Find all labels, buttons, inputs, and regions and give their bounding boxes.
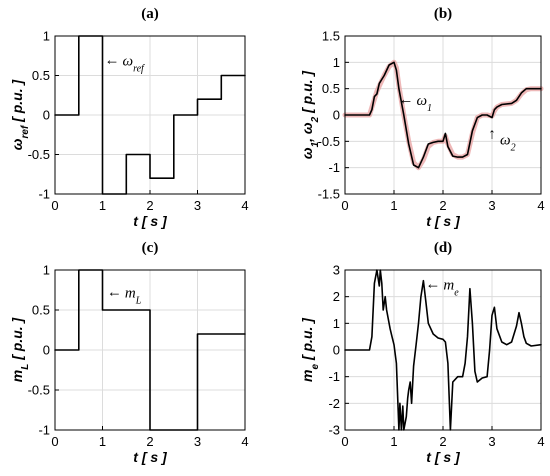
y-tick-label: 2 <box>333 289 340 304</box>
series-line-1 <box>344 61 542 169</box>
y-tick-label: 0 <box>43 343 50 358</box>
x-axis-label: t [ s ] <box>133 449 168 465</box>
x-tick-label: 0 <box>51 198 58 213</box>
y-axis-label: ωref [ p.u. ] <box>9 78 31 150</box>
y-tick-label: -3 <box>328 423 340 438</box>
x-tick-label: 0 <box>51 434 58 449</box>
y-tick-label: 1.5 <box>322 29 340 44</box>
chart-panel-c: (c) 0 1 2 3 4 -1 -0.5 0 0.5 1 t [ s ] mL [ p.u. ] ← mL <box>9 240 249 465</box>
y-axis-label: mL [ p.u. ] <box>9 316 31 382</box>
annotation-arrow: ← <box>105 53 120 69</box>
x-tick-label: 1 <box>390 434 397 449</box>
x-tick-label: 3 <box>488 198 495 213</box>
y-tick-label: 1 <box>333 55 340 70</box>
y-tick-label: -0.5 <box>28 383 50 398</box>
annotation-label: ω1 <box>416 93 432 114</box>
y-tick-label: 0 <box>333 343 340 358</box>
x-tick-label: 4 <box>241 198 248 213</box>
y-tick-label: -2 <box>328 396 340 411</box>
chart-panel-d: (d) 0 1 2 3 4 -3 -2 -1 0 1 2 3 t [ s ] me [ p.u. ] ← me <box>299 240 545 465</box>
y-tick-label: 0 <box>43 108 50 123</box>
x-tick-label: 0 <box>341 434 348 449</box>
x-tick-label: 4 <box>241 434 248 449</box>
y-tick-label: -1 <box>328 369 340 384</box>
annotation-label: me <box>443 277 459 298</box>
panel-label: (b) <box>434 6 452 22</box>
annotation-label: mL <box>125 286 142 307</box>
series-line <box>344 269 542 431</box>
x-axis-label: t [ s ] <box>426 213 461 229</box>
y-tick-label: 0.5 <box>322 81 340 96</box>
y-tick-label: 1 <box>43 29 50 44</box>
panel-label: (d) <box>434 240 452 256</box>
panel-label: (a) <box>141 6 159 22</box>
y-tick-label: -0.5 <box>318 134 340 149</box>
annotation-label: ω2 <box>500 132 516 153</box>
x-tick-label: 3 <box>194 198 201 213</box>
y-tick-label: -1.5 <box>318 187 340 202</box>
x-tick-label: 0 <box>341 198 348 213</box>
y-tick-label: -0.5 <box>28 147 50 162</box>
x-tick-label: 3 <box>488 434 495 449</box>
x-tick-label: 3 <box>194 434 201 449</box>
y-axis-label: me [ p.u. ] <box>299 317 321 382</box>
annotation-arrow: ← <box>398 92 413 108</box>
y-axis-label: ω1, ω2 [ p.u. ] <box>299 70 321 159</box>
x-tick-label: 2 <box>439 198 446 213</box>
x-tick-label: 2 <box>439 434 446 449</box>
y-tick-label: 3 <box>333 263 340 278</box>
y-tick-label: 1 <box>43 263 50 278</box>
panel-label: (c) <box>142 240 159 256</box>
x-tick-label: 4 <box>537 198 544 213</box>
series-line <box>54 269 246 431</box>
y-tick-label: 0 <box>333 108 340 123</box>
annotation-label: ωref <box>123 54 146 75</box>
x-axis-label: t [ s ] <box>133 213 168 229</box>
chart-panel-a: (a) 0 1 2 3 4 -1 -0.5 0 0.5 1 t [ s ] ωref [ p.u. ] ←… <box>9 6 249 229</box>
x-tick-label: 1 <box>99 434 106 449</box>
y-tick-label: 1 <box>333 316 340 331</box>
y-tick-label: 0.5 <box>32 303 50 318</box>
chart-panel-b: (b) 0 1 2 3 4 -1.5 -1 -0.5 0 0.5 1 1.5 t [ s ] ω1, ω2 … <box>299 6 545 229</box>
annotation-arrow: ↑ <box>488 126 496 142</box>
annotation-arrow: ← <box>425 276 440 292</box>
x-tick-label: 2 <box>146 198 153 213</box>
annotation-arrow: ← <box>107 285 122 301</box>
x-tick-label: 1 <box>390 198 397 213</box>
y-tick-label: -1 <box>38 187 50 202</box>
x-tick-label: 2 <box>146 434 153 449</box>
y-tick-label: -1 <box>38 423 50 438</box>
x-tick-label: 4 <box>537 434 544 449</box>
y-tick-label: 0.5 <box>32 68 50 83</box>
x-tick-label: 1 <box>99 198 106 213</box>
y-tick-label: -1 <box>328 160 340 175</box>
x-axis-label: t [ s ] <box>426 449 461 465</box>
